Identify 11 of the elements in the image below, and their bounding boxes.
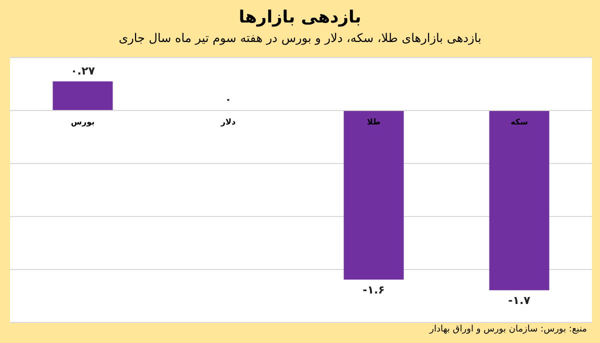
chart-subtitle: بازدهی بازارهای طلا، سکه، دلار و بورس در هفته سوم تیر ماه سال جاری [118, 31, 482, 45]
x-tick-label: سکه [510, 118, 528, 126]
data-label: ۰.۲۷ [70, 64, 96, 78]
x-tick-label: دلار [220, 118, 236, 126]
x-tick-label: طلا [366, 118, 381, 126]
data-label: -۱.۷ [508, 294, 531, 308]
data-label: -۱.۶ [362, 284, 385, 297]
data-label: ۰ [224, 93, 232, 106]
chart-title: بازدهی بازارها [238, 8, 362, 28]
x-tick-label: بورس [70, 118, 95, 126]
text: منبع: بورس: سازمان بورس و اوراق بهادار [428, 324, 588, 334]
